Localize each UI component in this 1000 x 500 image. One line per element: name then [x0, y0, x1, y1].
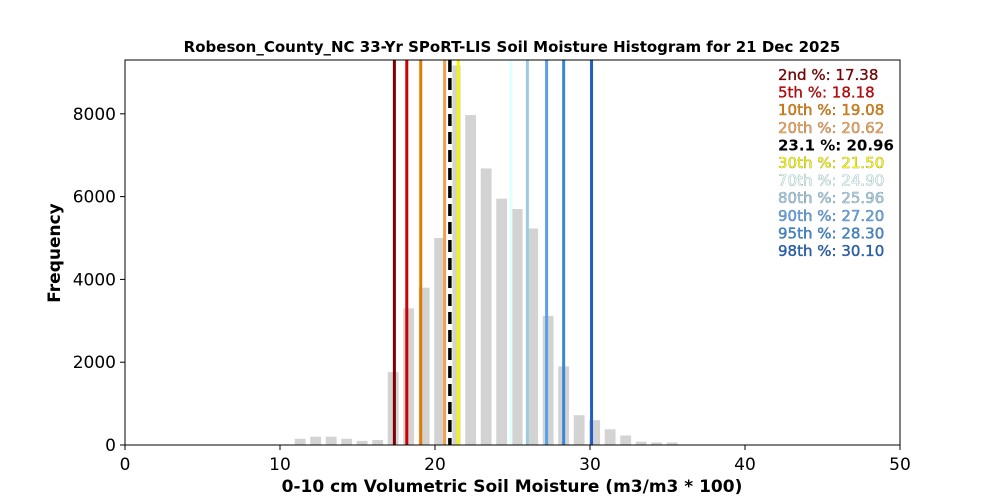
histogram-bar — [356, 440, 368, 445]
percentile-legend-label: 95th %: 28.30 — [778, 224, 884, 242]
y-tick-label: 0 — [105, 436, 116, 456]
x-axis-label: 0-10 cm Volumetric Soil Moisture (m3/m3 … — [282, 477, 743, 497]
percentile-lines-layer — [392, 60, 594, 445]
x-tick-label: 20 — [424, 455, 446, 475]
plot-frame — [124, 59, 901, 446]
histogram-bar — [527, 228, 539, 445]
histogram-bar — [294, 438, 306, 445]
x-axis-ticks: 0 10 20 30 40 50 — [120, 445, 911, 475]
histogram-bar — [573, 415, 585, 445]
chart-title: Robeson_County_NC 33-Yr SPoRT-LIS Soil M… — [184, 38, 841, 56]
percentile-legend-label: 70th %: 24.90 — [778, 172, 884, 190]
y-axis-label: Frequency — [45, 203, 65, 303]
y-tick-label: 8000 — [73, 105, 116, 125]
histogram-bar — [542, 315, 554, 445]
histogram-bar — [496, 198, 508, 445]
histogram-bar — [325, 436, 337, 445]
x-tick-label: 10 — [269, 455, 291, 475]
percentile-legend-label: 2nd %: 17.38 — [778, 66, 878, 84]
histogram-bar — [341, 438, 353, 445]
y-tick-label: 6000 — [73, 188, 116, 208]
x-tick-label: 50 — [889, 455, 911, 475]
histogram-bar — [651, 442, 663, 445]
histogram-bar — [403, 308, 415, 445]
histogram-bar — [666, 442, 678, 445]
y-tick-label: 4000 — [73, 270, 116, 290]
histogram-bar — [310, 436, 322, 445]
percentile-legend-label: 30th %: 21.50 — [778, 154, 884, 172]
histogram-bar — [620, 435, 632, 445]
x-tick-label: 40 — [734, 455, 756, 475]
percentile-legend-label: 10th %: 19.08 — [778, 101, 884, 119]
histogram-bar — [511, 209, 523, 445]
histogram-bar — [449, 65, 461, 446]
histogram-bar — [604, 429, 616, 445]
percentile-legend-label: 80th %: 25.96 — [778, 189, 884, 207]
histogram-bar — [418, 287, 430, 445]
percentile-legend-label: 98th %: 30.10 — [778, 242, 884, 260]
x-tick-label: 30 — [579, 455, 601, 475]
bars-layer — [294, 65, 678, 446]
percentile-legend-label: 23.1 %: 20.96 — [778, 136, 894, 154]
histogram-bar — [635, 441, 647, 445]
histogram-bar — [434, 238, 446, 445]
percentile-legend-label: 5th %: 18.18 — [778, 84, 875, 102]
percentile-legend-label: 90th %: 27.20 — [778, 207, 884, 225]
histogram-bar — [480, 168, 492, 445]
histogram-bar — [589, 420, 601, 445]
histogram-bar — [465, 115, 477, 445]
percentile-legend-label: 20th %: 20.62 — [778, 119, 884, 137]
y-axis-ticks: 0 2000 4000 6000 8000 — [73, 105, 125, 456]
histogram-bar — [372, 440, 384, 445]
y-tick-label: 2000 — [73, 353, 116, 373]
x-tick-label: 0 — [120, 455, 131, 475]
